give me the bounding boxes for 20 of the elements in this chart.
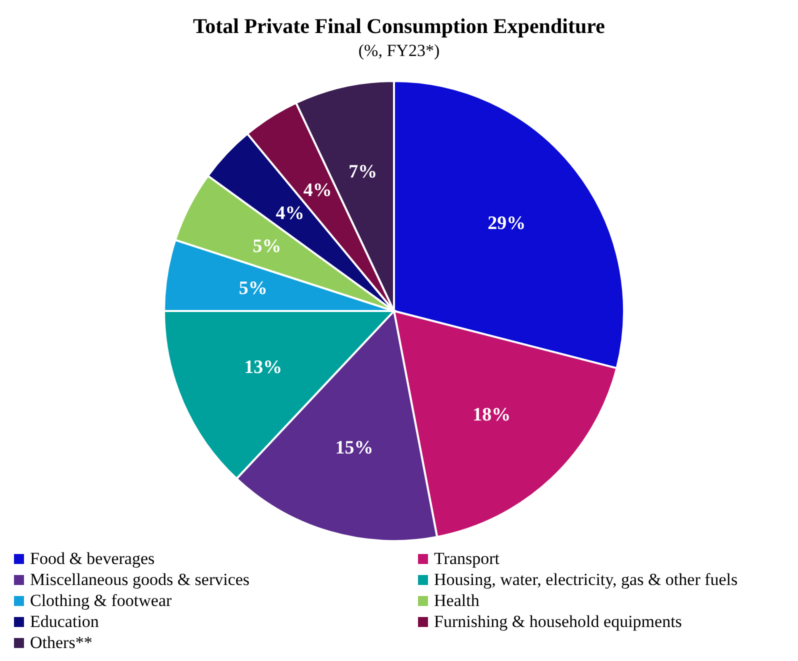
data-label: 7% xyxy=(348,161,378,182)
data-label: 18% xyxy=(472,404,511,426)
legend-label: Others** xyxy=(30,632,92,653)
legend-label: Housing, water, electricity, gas & other fuels xyxy=(434,569,738,590)
data-label: 13% xyxy=(244,357,282,378)
data-label: 4% xyxy=(303,180,332,202)
legend-label: Clothing & footwear xyxy=(30,590,172,611)
legend-label: Miscellaneous goods & services xyxy=(30,569,250,590)
legend-label: Education xyxy=(30,611,99,632)
legend-label: Transport xyxy=(434,548,500,569)
chart-title: Total Private Final Consumption Expenditure xyxy=(192,14,606,39)
data-label: 5% xyxy=(252,236,282,257)
legend-label: Furnishing & household equipments xyxy=(434,611,682,632)
data-label: 29% xyxy=(488,213,526,234)
legend-label: Health xyxy=(434,590,480,611)
legend-label: Food & beverages xyxy=(30,548,155,569)
data-label: 5% xyxy=(238,278,268,300)
data-label: 15% xyxy=(335,437,374,458)
data-label: 4% xyxy=(276,202,304,224)
chart-subtitle: (%, FY23*) xyxy=(357,41,441,61)
